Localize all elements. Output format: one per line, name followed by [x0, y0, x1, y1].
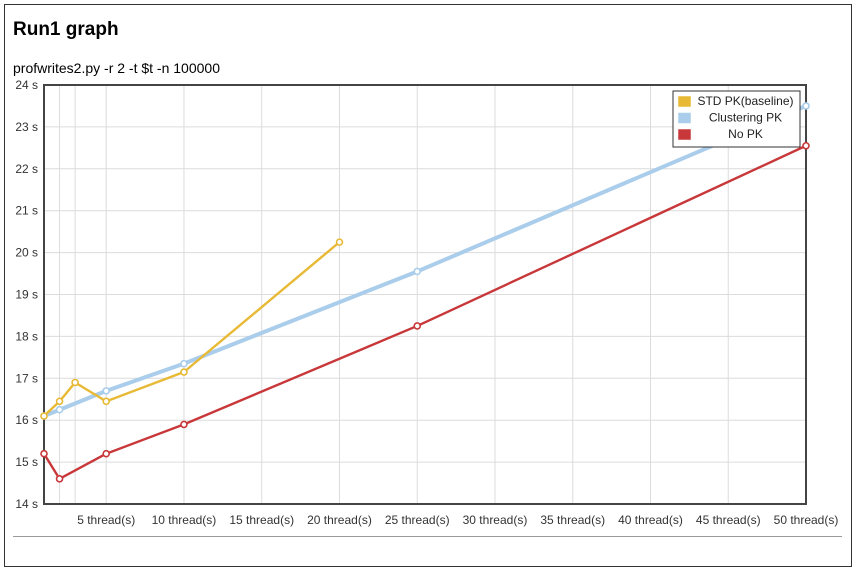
bottom-divider	[13, 536, 842, 537]
legend-label: No PK	[728, 127, 763, 141]
x-tick-label: 35 thread(s)	[540, 513, 605, 527]
y-tick-label: 19 s	[15, 288, 38, 302]
legend-box	[672, 90, 801, 148]
legend-label: STD PK(baseline)	[697, 94, 793, 108]
page-title: Run1 graph	[13, 19, 119, 40]
data-point	[55, 405, 64, 414]
legend-swatch	[677, 112, 692, 124]
x-tick-label: 45 thread(s)	[696, 513, 761, 527]
grid-layer	[44, 84, 807, 505]
y-tick-label: 21 s	[15, 204, 38, 218]
legend-swatch	[677, 95, 692, 108]
data-point	[413, 267, 422, 276]
data-point	[102, 387, 111, 395]
x-tick-label: 20 thread(s)	[307, 513, 372, 527]
data-point	[180, 420, 188, 429]
data-point	[413, 322, 422, 330]
y-tick-label: 18 s	[15, 329, 38, 343]
y-tick-label: 20 s	[15, 246, 38, 260]
y-tick-label: 14 s	[15, 497, 38, 511]
data-point	[180, 359, 188, 368]
legend: STD PK(baseline) Clustering PK No PK	[672, 90, 801, 148]
series-layer	[40, 102, 810, 483]
y-tick-label: 15 s	[15, 455, 38, 469]
plot-border	[43, 84, 807, 505]
data-point	[40, 412, 48, 420]
series-std-pk-baseline	[40, 238, 344, 420]
data-point	[71, 378, 79, 387]
legend-label: Clustering PK	[709, 111, 782, 125]
x-tick-label: 10 thread(s)	[152, 513, 217, 527]
y-tick-label: 16 s	[15, 413, 38, 427]
data-point	[102, 449, 111, 458]
x-tick-label: 15 thread(s)	[229, 513, 294, 527]
axis-layer: 14 s 15 s 16 s 17 s 18 s 19 s 20 s 21 s 22 s 23 s…	[15, 78, 838, 527]
legend-swatch	[677, 128, 692, 141]
data-point	[802, 102, 810, 110]
data-point	[335, 238, 344, 246]
x-tick-label: 40 thread(s)	[618, 513, 683, 527]
x-tick-label: 25 thread(s)	[385, 513, 450, 527]
x-tick-label: 30 thread(s)	[463, 513, 528, 527]
x-tick-label: 50 thread(s)	[774, 513, 839, 527]
x-tick-label: 5 thread(s)	[77, 513, 135, 527]
data-point	[802, 141, 810, 150]
data-point	[102, 397, 111, 406]
data-point	[55, 475, 64, 483]
series-no-pk	[40, 141, 810, 483]
data-point	[40, 449, 48, 458]
data-point	[180, 368, 188, 376]
series-line	[42, 144, 808, 481]
y-tick-label: 22 s	[15, 162, 38, 176]
y-tick-label: 24 s	[15, 78, 38, 92]
data-point	[55, 397, 64, 406]
y-tick-label: 23 s	[15, 120, 38, 134]
y-tick-label: 17 s	[15, 371, 38, 385]
chart-title: profwrites2.py -r 2 -t $t -n 100000	[13, 60, 220, 76]
